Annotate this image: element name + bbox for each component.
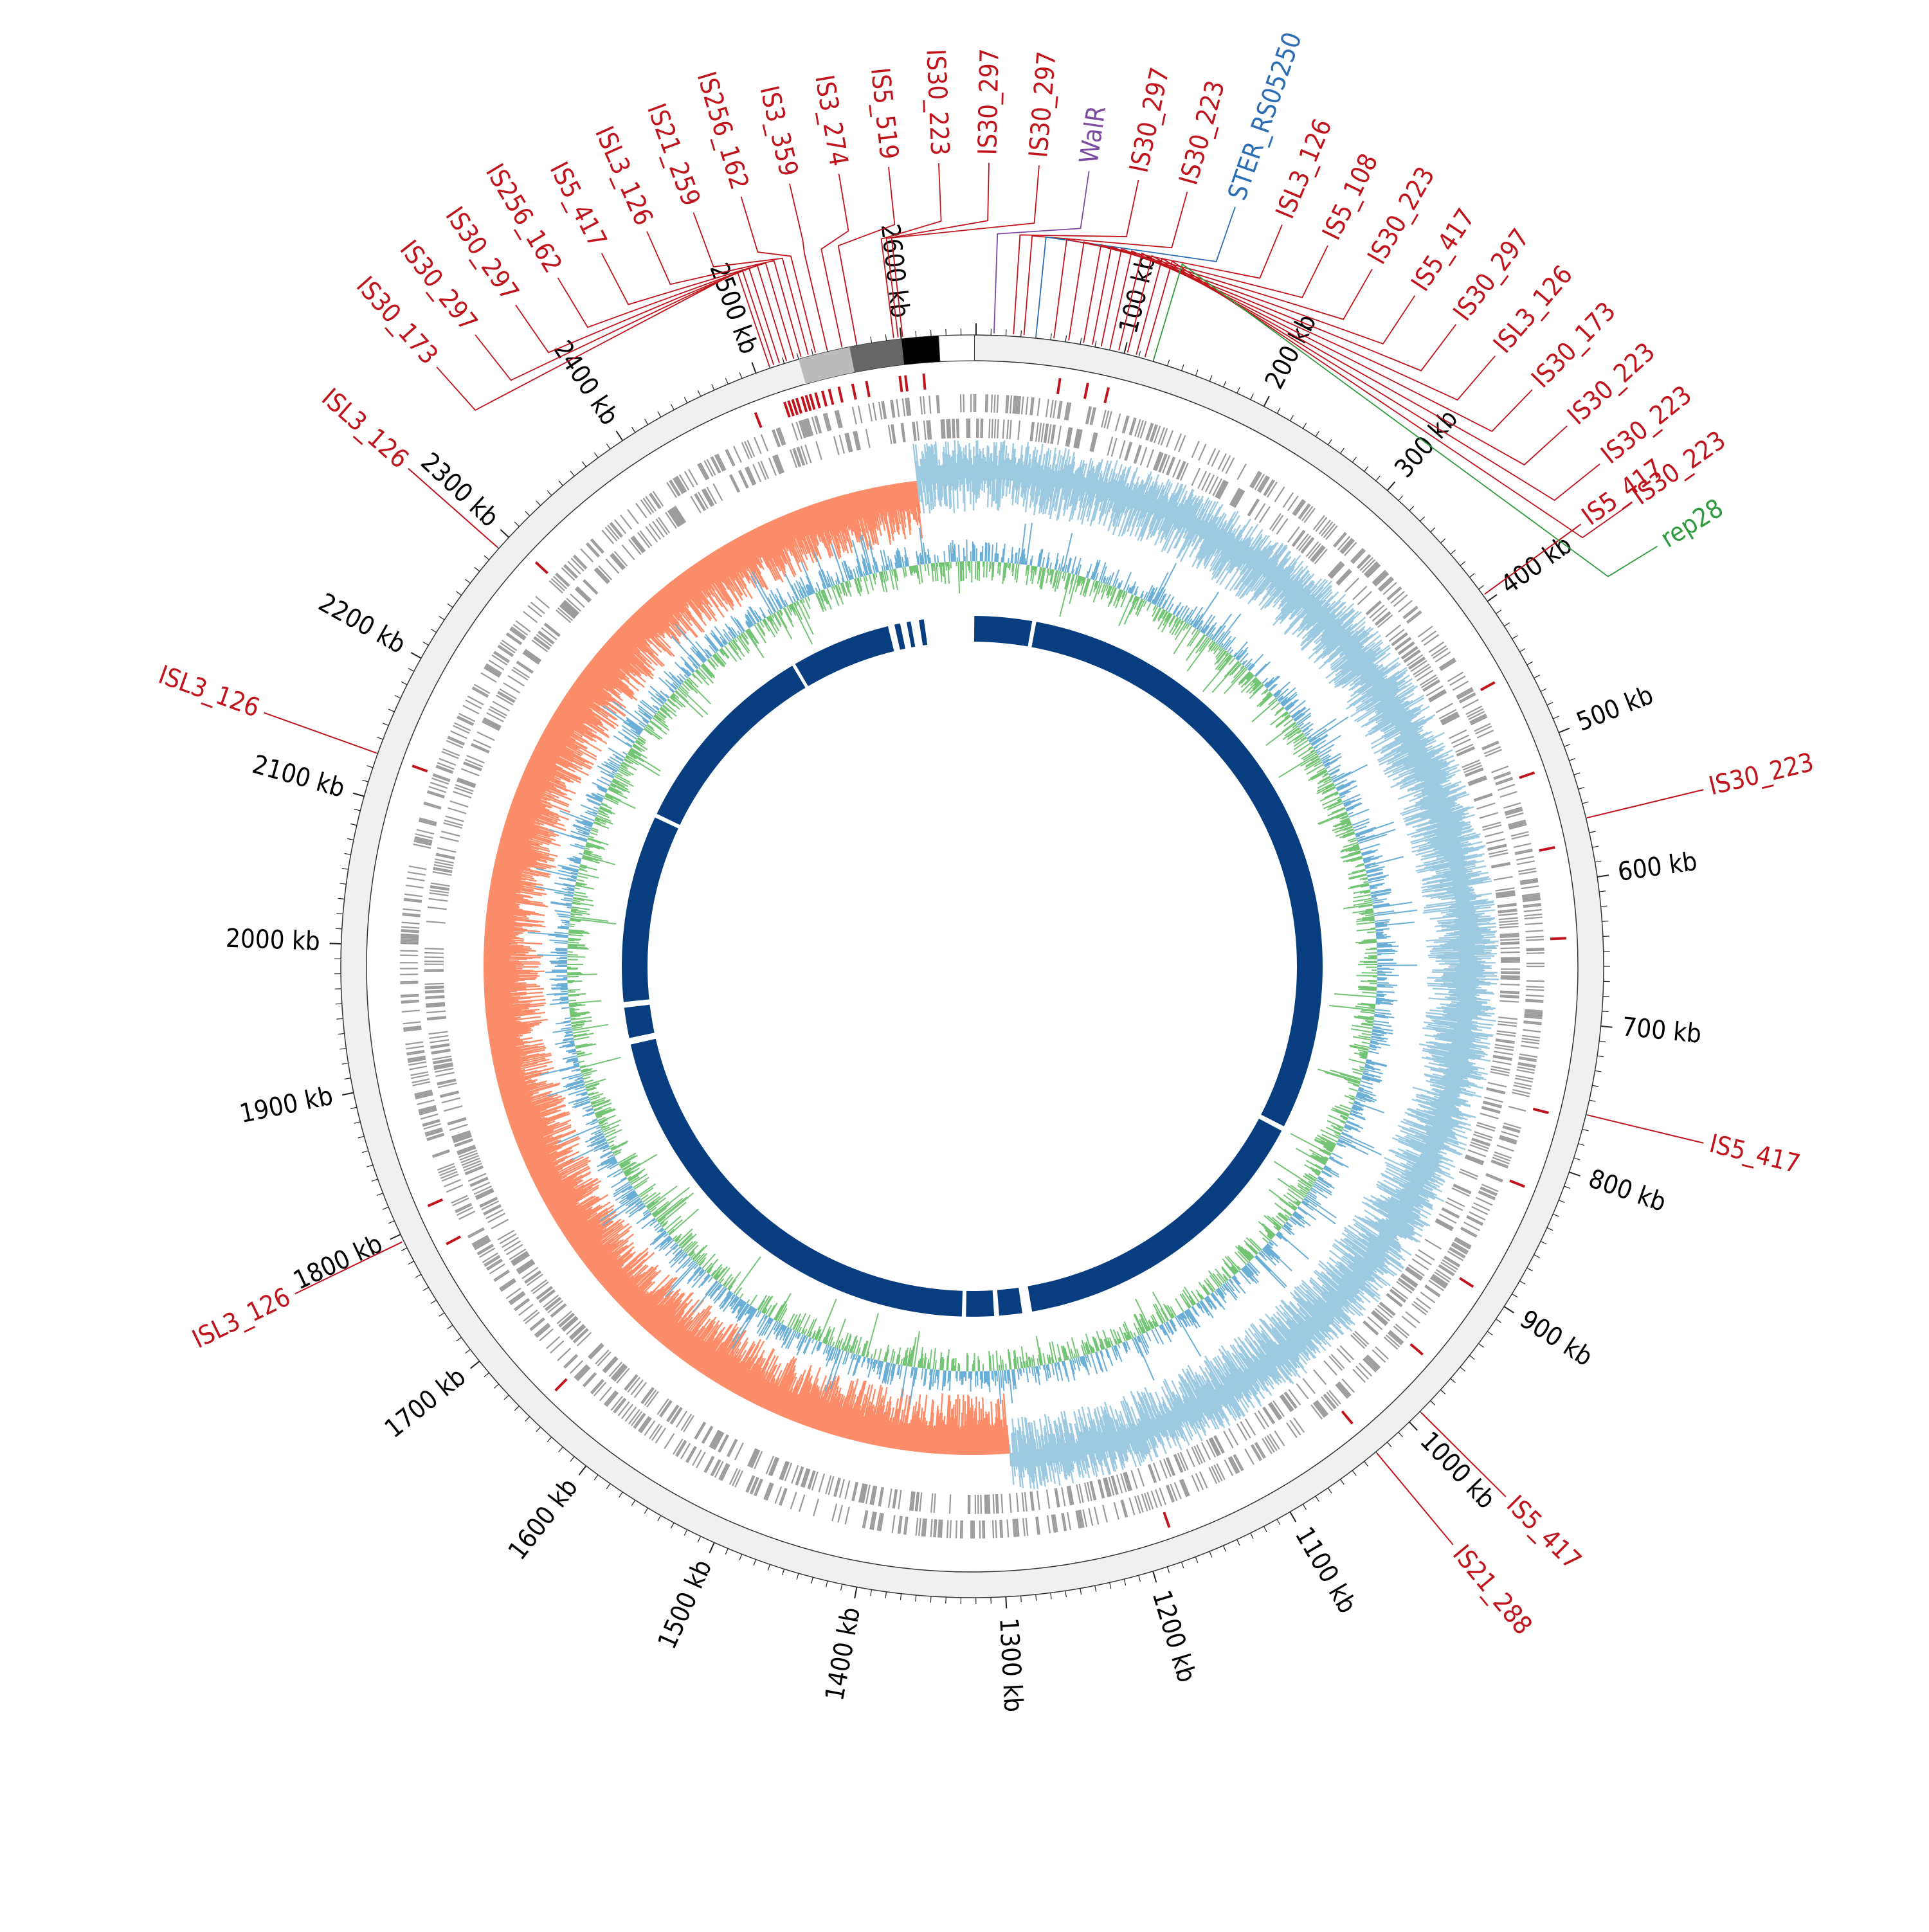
cds-feature (1500, 939, 1519, 940)
gc-skew-bar (975, 1408, 976, 1455)
cds-feature (946, 419, 947, 438)
gc-content-bar (1000, 563, 1001, 575)
cds-feature (954, 419, 955, 438)
ring-layers (341, 335, 1604, 1598)
gc-skew-bar (1432, 970, 1485, 971)
cds-feature (992, 419, 993, 438)
cds-feature (424, 957, 444, 958)
gc-skew-bar (977, 1424, 978, 1455)
gc-skew-bar (979, 449, 980, 498)
cds-feature (425, 992, 444, 993)
cds-feature (996, 1520, 997, 1538)
cds-feature (1526, 948, 1544, 949)
cds-feature (424, 948, 444, 949)
gc-content-bar (992, 545, 993, 562)
cds-feature (985, 1495, 986, 1514)
cds-feature (989, 419, 990, 438)
cds-feature (994, 395, 995, 413)
cds-feature (997, 419, 998, 438)
gc-skew-bar (965, 455, 966, 478)
gc-content-bar (1008, 558, 1009, 563)
gc-content-bar (1012, 554, 1013, 563)
cds-feature (401, 943, 419, 944)
gc-skew-bar (962, 451, 963, 485)
cds-feature (993, 1494, 994, 1513)
cds-feature (956, 1521, 957, 1539)
is-element-mark (923, 374, 925, 390)
cds-feature (997, 1494, 998, 1513)
cds-feature (996, 1494, 997, 1513)
cds-feature (952, 419, 953, 438)
cds-feature (401, 937, 419, 938)
cds-feature (401, 934, 419, 935)
cds-feature (1500, 991, 1519, 992)
gc-content-bar (998, 562, 999, 573)
cds-feature (1526, 987, 1544, 988)
cds-feature (1501, 984, 1520, 985)
is-element-mark (1550, 938, 1566, 939)
cds-feature (1526, 939, 1544, 940)
gc-content-bar (979, 561, 980, 581)
cds-feature (1000, 1520, 1001, 1538)
gc-skew-bar (966, 1414, 967, 1455)
cds-feature (941, 1520, 943, 1538)
cds-feature (400, 983, 418, 984)
cds-feature (997, 395, 998, 413)
is-element-mark (905, 375, 907, 392)
cds-feature (1001, 1520, 1002, 1538)
cds-feature (984, 1521, 985, 1539)
cds-feature (401, 935, 419, 936)
cds-feature (1526, 989, 1544, 990)
cds-feature (1526, 950, 1544, 951)
gc-content-bar (989, 545, 990, 561)
cds-feature (401, 940, 419, 941)
gc-skew-bar (1442, 958, 1491, 959)
cds-feature (400, 951, 418, 952)
cds-feature (944, 419, 945, 438)
cds-feature (986, 1495, 987, 1514)
cds-feature (958, 419, 959, 438)
cds-feature (1501, 952, 1520, 953)
gc-content-bar (998, 554, 999, 562)
outer-contig-block (901, 336, 940, 365)
cds-feature (401, 996, 419, 997)
cds-feature (947, 1520, 948, 1538)
cds-feature (401, 942, 419, 943)
cds-feature (1501, 977, 1520, 978)
cds-feature (948, 419, 949, 438)
gc-content-bar (986, 561, 987, 577)
cds-feature (400, 955, 418, 956)
cds-feature (987, 394, 988, 412)
cds-feature (1501, 976, 1520, 977)
cds-feature (1526, 995, 1544, 996)
cds-feature (1500, 942, 1519, 943)
gc-content-bar (1007, 563, 1008, 568)
cds-feature (950, 1520, 951, 1538)
gc-skew-bar (967, 458, 968, 492)
gc-content-bar (986, 543, 987, 562)
outer-contig-block (939, 335, 975, 361)
gc-content-bar (991, 562, 992, 569)
cds-feature (1526, 981, 1544, 982)
cds-feature (989, 1495, 990, 1514)
cds-feature (425, 986, 444, 987)
